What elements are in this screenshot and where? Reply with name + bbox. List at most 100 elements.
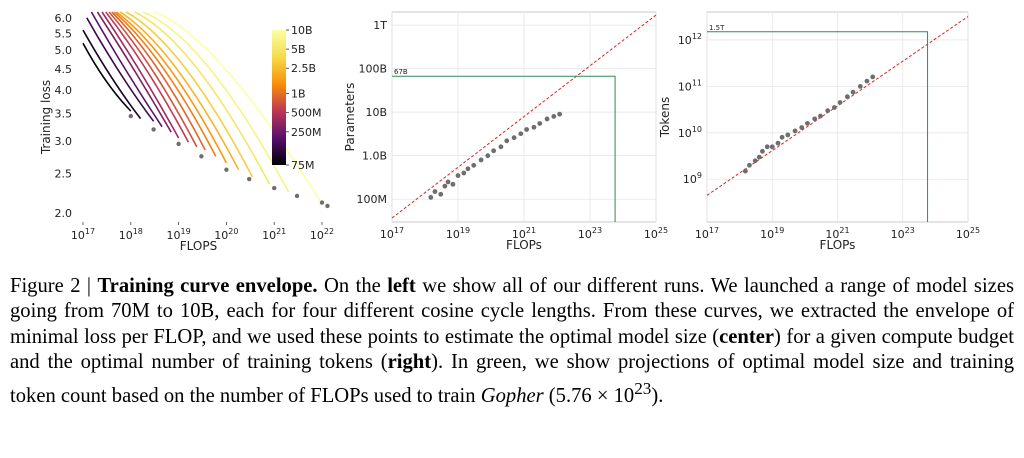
colorbar-tick-label: 10B <box>291 24 313 37</box>
training-curve <box>142 11 290 193</box>
left-x-tick-label: 1017 <box>71 227 95 242</box>
center-x-tick-label: 1021 <box>512 226 536 241</box>
center-data-point <box>551 113 557 119</box>
training-curve <box>90 11 163 128</box>
center-x-tick-label: 1023 <box>578 226 602 241</box>
training-curve <box>82 42 132 112</box>
left-x-tick-label: 1020 <box>214 227 238 242</box>
training-curve <box>101 11 180 139</box>
right-data-point <box>779 134 785 140</box>
center-data-point <box>504 138 510 144</box>
center-y-tick-label: 100B <box>358 63 387 76</box>
right-x-tick-label: 1025 <box>956 226 980 241</box>
training-curve <box>86 17 155 122</box>
envelope-point <box>199 154 204 159</box>
right-data-point <box>812 116 818 122</box>
center-data-point <box>438 191 444 197</box>
caption-title: Training curve envelope. <box>97 275 318 297</box>
left-y-tick-label: 5.0 <box>55 44 73 57</box>
center-data-point <box>428 195 434 200</box>
left-y-tick-label: 3.5 <box>55 108 73 121</box>
left-x-tick-label: 1019 <box>167 227 191 242</box>
center-data-point <box>524 127 530 132</box>
center-y-tick-label: 100M <box>357 193 388 206</box>
left-y-tick-label: 2.0 <box>55 207 73 220</box>
center-data-point <box>498 144 504 150</box>
right-data-point <box>756 154 762 160</box>
right-data-point <box>844 94 850 100</box>
center-data-point <box>478 157 484 163</box>
right-projection-label: 1.5T <box>709 24 725 32</box>
left-y-tick-label: 4.0 <box>55 84 73 97</box>
right-data-point <box>818 113 823 119</box>
model-size-colorbar: 10B 5B 2.5B 1B 500M 250M 75M <box>272 24 322 172</box>
center-data-point <box>432 189 438 194</box>
center-data-point <box>511 135 517 141</box>
center-x-tick-label: 1025 <box>644 226 668 241</box>
colorbar-tick-label: 500M <box>291 107 322 120</box>
left-y-tick-label: 3.0 <box>55 135 73 148</box>
right-data-point <box>805 120 810 126</box>
right-x-axis-label: FLOPs <box>820 238 856 252</box>
tokens-vs-flops-panel: 1017 1019 1021 1023 1025 1012 1011 1010 109 FLOPs… <box>658 11 980 252</box>
center-data-point <box>465 166 471 172</box>
training-curves <box>82 11 323 205</box>
center-y-tick-label: 10B <box>365 106 387 119</box>
right-x-tick-label: 1023 <box>891 226 915 241</box>
center-data-point <box>461 170 467 176</box>
envelope-point <box>128 113 133 119</box>
right-data-point <box>837 100 843 105</box>
right-data-point <box>769 144 775 150</box>
training-curve <box>125 11 254 178</box>
left-x-tick-label: 1022 <box>310 227 334 242</box>
center-data-point <box>557 111 563 117</box>
training-curve <box>105 11 190 143</box>
center-data-point <box>491 148 497 154</box>
right-y-tick-label: 1012 <box>678 32 702 47</box>
left-y-tick-label: 5.5 <box>55 27 73 40</box>
colorbar-bar <box>272 30 286 165</box>
center-data-point <box>455 173 461 178</box>
left-y-tick-label: 2.5 <box>55 167 73 180</box>
training-curve <box>134 11 271 185</box>
training-curve <box>119 11 240 171</box>
right-y-tick-label: 1011 <box>678 78 702 93</box>
training-curve <box>108 11 198 148</box>
right-data-point <box>747 162 752 168</box>
right-data-point <box>831 105 837 110</box>
center-data-point <box>442 183 448 189</box>
left-x-tick-label: 1018 <box>119 227 143 242</box>
parameters-vs-flops-panel: 1017 1019 1021 1023 1025 1T 100B 10B 1.0B 100M FLO… <box>343 11 668 252</box>
center-x-tick-label: 1019 <box>446 226 470 241</box>
envelope-point <box>247 176 252 182</box>
colorbar-tick-label: 1B <box>291 88 306 101</box>
right-projection-line <box>707 31 929 222</box>
training-curve <box>113 11 217 157</box>
envelope-point <box>151 127 156 132</box>
training-curves-panel: 6.0 5.5 5.0 4.5 4.0 3.5 3.0 2.5 2.0 1017 1018 1019 1… <box>39 11 334 253</box>
training-curve <box>115 11 228 164</box>
right-data-point <box>785 132 791 138</box>
center-data-point <box>518 131 524 137</box>
center-data-point <box>531 124 537 130</box>
training-curve <box>82 29 142 120</box>
training-curve <box>111 11 206 151</box>
center-data-point <box>471 162 477 168</box>
center-data-point <box>450 181 456 187</box>
left-y-tick-label: 4.5 <box>55 63 73 76</box>
envelope-point <box>294 193 300 199</box>
right-data-point <box>799 125 805 130</box>
colorbar-tick-label: 2.5B <box>291 62 316 75</box>
colorbar-tick-label: 5B <box>291 43 306 56</box>
right-data-point <box>864 78 870 84</box>
right-y-axis-label: Tokens <box>658 97 672 138</box>
figure-caption: Figure 2 | Training curve envelope. On t… <box>10 275 1014 407</box>
right-data-point <box>850 89 856 95</box>
center-data-point <box>485 153 491 159</box>
colorbar-tick-label: 75M <box>291 159 315 172</box>
center-y-axis-label: Parameters <box>343 83 357 152</box>
right-data-point <box>742 168 748 174</box>
training-curve <box>96 11 172 133</box>
center-projection-line <box>392 75 616 222</box>
